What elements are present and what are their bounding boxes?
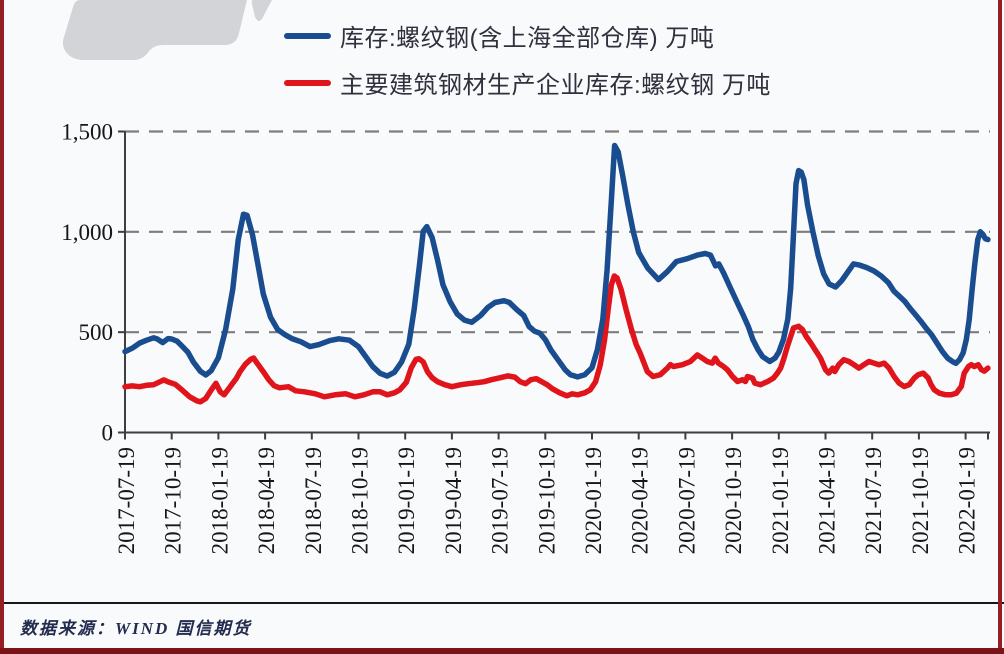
watermark-logo bbox=[62, 0, 272, 60]
x-tick-label: 2021-04-19 bbox=[815, 447, 840, 554]
y-gridlines bbox=[125, 130, 990, 334]
x-tick-label: 2021-07-19 bbox=[861, 447, 886, 554]
footer-separator-line bbox=[0, 602, 1004, 604]
x-tick-label: 2017-10-19 bbox=[161, 447, 186, 554]
x-tick-label: 2020-07-19 bbox=[674, 447, 699, 554]
legend-line-swatch-blue bbox=[284, 32, 331, 39]
x-tick-label: 2020-04-19 bbox=[628, 447, 653, 554]
y-tick-labels: 0 500 1,000 1,500 bbox=[61, 120, 113, 446]
data-source-note: 数据来源：WIND 国信期货 bbox=[20, 619, 252, 638]
x-tick-label: 2021-10-19 bbox=[908, 447, 933, 554]
watermark-shape-wing bbox=[251, 0, 272, 21]
x-tick-label: 2018-07-19 bbox=[301, 447, 326, 554]
legend-item-producer-inventory: 主要建筑钢材生产企业库存:螺纹钢 万吨 bbox=[284, 69, 771, 99]
x-tick-label: 2018-01-19 bbox=[207, 447, 232, 554]
chart-legend: 库存:螺纹钢(含上海全部仓库) 万吨 主要建筑钢材生产企业库存:螺纹钢 万吨 bbox=[284, 22, 771, 116]
y-tick-label: 1,500 bbox=[61, 120, 113, 145]
right-border-bar bbox=[998, 0, 1002, 654]
legend-line-swatch-red bbox=[284, 79, 331, 86]
x-tick-label: 2019-01-19 bbox=[394, 447, 419, 554]
x-tick-label: 2020-10-19 bbox=[721, 447, 746, 554]
series-line-producer-inventory bbox=[122, 273, 991, 405]
y-tick-label: 0 bbox=[102, 421, 114, 446]
x-tick-label: 2020-01-19 bbox=[581, 447, 606, 554]
x-tick-label: 2021-01-19 bbox=[768, 447, 793, 554]
legend-label-producer-inventory: 主要建筑钢材生产企业库存:螺纹钢 万吨 bbox=[340, 72, 771, 99]
watermark-shape-main bbox=[62, 0, 247, 60]
bottom-border-bar bbox=[0, 648, 1004, 654]
x-tick-label: 2019-10-19 bbox=[534, 447, 559, 554]
x-tick-label: 2017-07-19 bbox=[114, 447, 139, 554]
x-tick-label: 2022-01-19 bbox=[955, 447, 980, 554]
x-tick-labels: 2017-07-19 2017-10-19 2018-01-19 2018-04-19… bbox=[114, 447, 980, 554]
x-tick-label: 2018-04-19 bbox=[254, 447, 279, 554]
series-line-total-inventory bbox=[122, 142, 991, 380]
x-tick-label: 2019-04-19 bbox=[441, 447, 466, 554]
left-border-bar bbox=[0, 0, 4, 654]
legend-label-total-inventory: 库存:螺纹钢(含上海全部仓库) 万吨 bbox=[340, 25, 715, 52]
axes bbox=[118, 130, 990, 440]
y-tick-label: 1,000 bbox=[61, 220, 113, 245]
x-tick-label: 2018-10-19 bbox=[348, 447, 373, 554]
x-tick-label: 2019-07-19 bbox=[488, 447, 513, 554]
legend-item-total-inventory: 库存:螺纹钢(含上海全部仓库) 万吨 bbox=[284, 22, 771, 52]
y-tick-label: 500 bbox=[79, 320, 114, 345]
